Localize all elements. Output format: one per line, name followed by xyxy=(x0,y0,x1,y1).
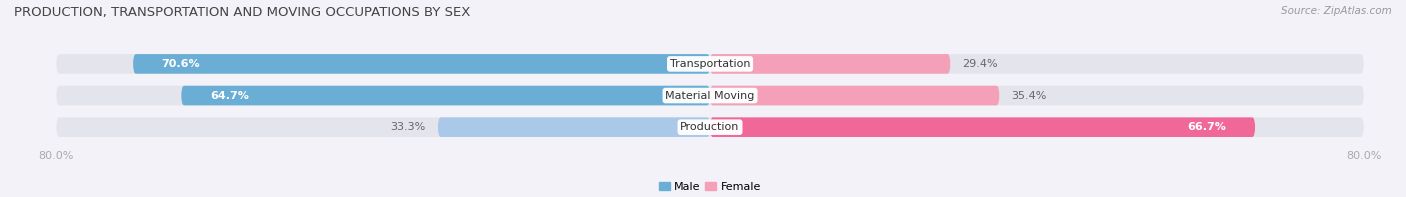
FancyBboxPatch shape xyxy=(56,117,1364,137)
FancyBboxPatch shape xyxy=(56,86,1364,105)
FancyBboxPatch shape xyxy=(710,54,950,74)
Text: 33.3%: 33.3% xyxy=(391,122,426,132)
Text: 64.7%: 64.7% xyxy=(209,91,249,100)
Text: 66.7%: 66.7% xyxy=(1188,122,1226,132)
FancyBboxPatch shape xyxy=(56,54,1364,74)
Text: Material Moving: Material Moving xyxy=(665,91,755,100)
Text: PRODUCTION, TRANSPORTATION AND MOVING OCCUPATIONS BY SEX: PRODUCTION, TRANSPORTATION AND MOVING OC… xyxy=(14,6,471,19)
Text: 70.6%: 70.6% xyxy=(162,59,200,69)
Legend: Male, Female: Male, Female xyxy=(654,177,766,196)
FancyBboxPatch shape xyxy=(134,54,710,74)
FancyBboxPatch shape xyxy=(437,117,710,137)
FancyBboxPatch shape xyxy=(181,86,710,105)
FancyBboxPatch shape xyxy=(710,86,1000,105)
Text: Production: Production xyxy=(681,122,740,132)
Text: 35.4%: 35.4% xyxy=(1011,91,1047,100)
Text: Source: ZipAtlas.com: Source: ZipAtlas.com xyxy=(1281,6,1392,16)
FancyBboxPatch shape xyxy=(710,117,1256,137)
Text: Transportation: Transportation xyxy=(669,59,751,69)
Text: 29.4%: 29.4% xyxy=(963,59,998,69)
